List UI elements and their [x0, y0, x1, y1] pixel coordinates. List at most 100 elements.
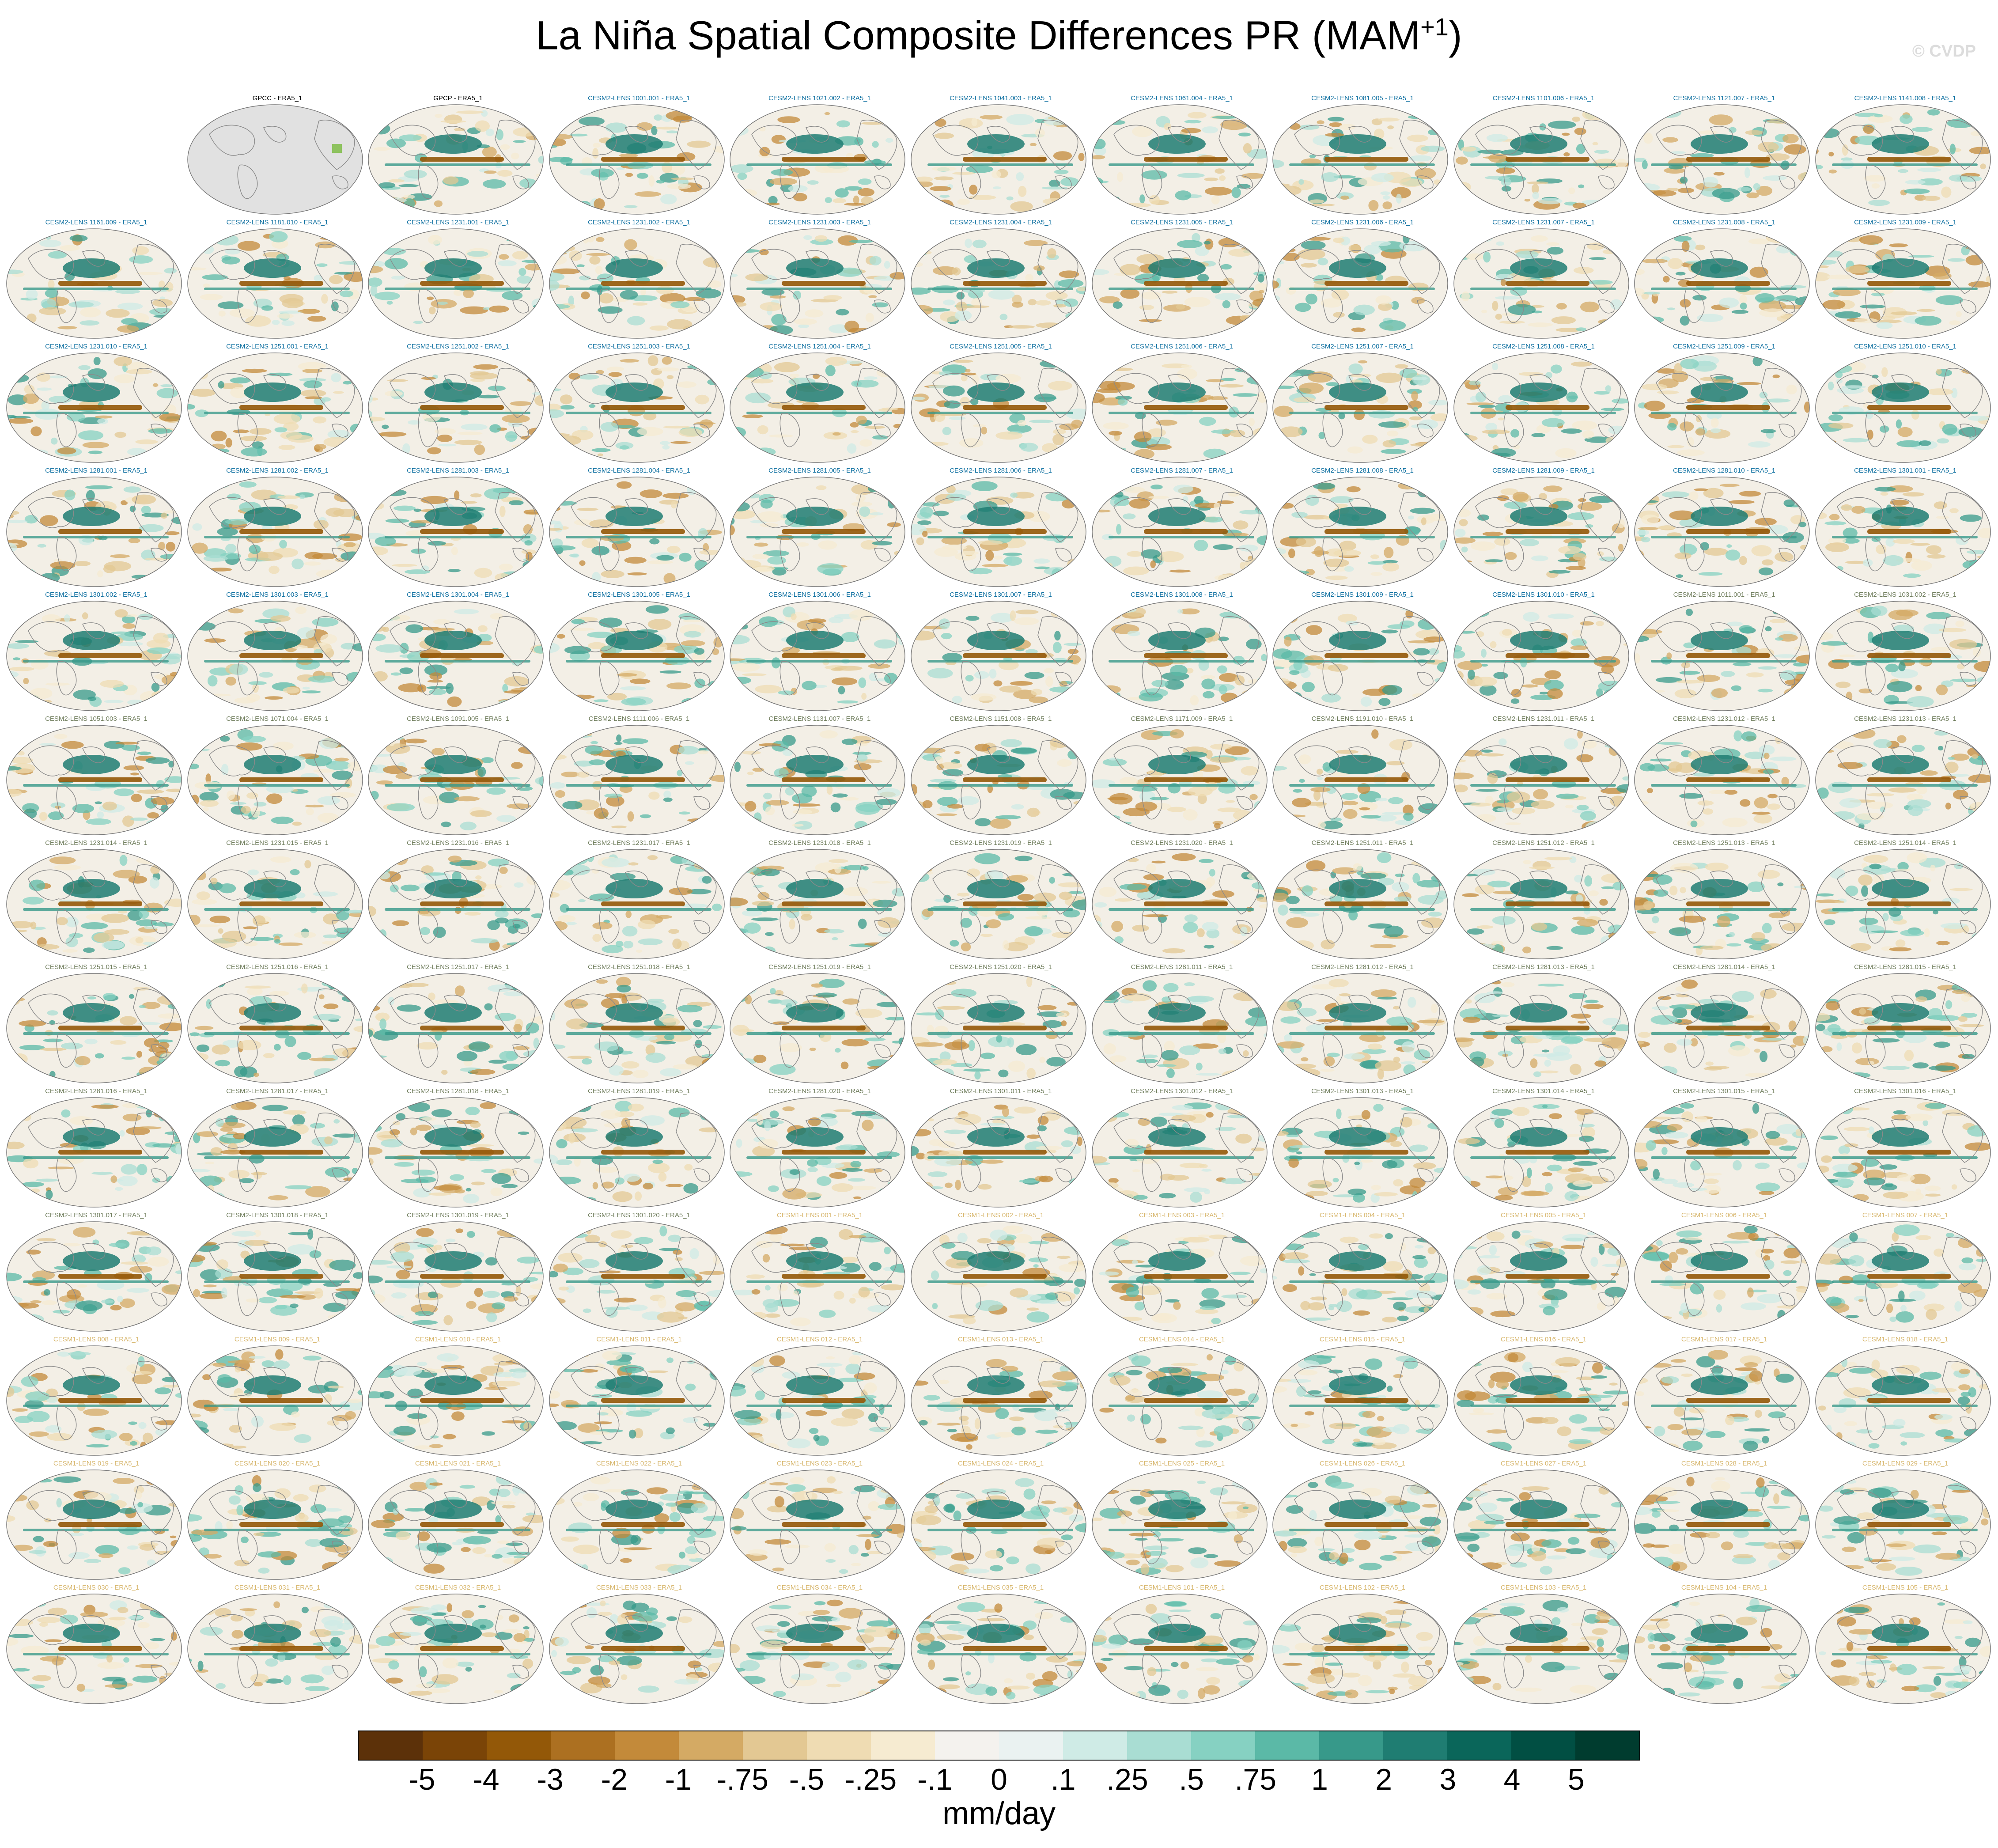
robinson-map [1092, 477, 1268, 587]
robinson-map [6, 725, 182, 835]
panel-label: CESM1-LENS 034 - ERA5_1 [776, 1584, 863, 1591]
robinson-map [187, 228, 363, 339]
panel-label: CESM1-LENS 035 - ERA5_1 [957, 1584, 1044, 1591]
panel-label: CESM2-LENS 1251.015 - ERA5_1 [45, 963, 148, 971]
panel-label: CESM2-LENS 1281.017 - ERA5_1 [226, 1087, 329, 1095]
robinson-map [187, 352, 363, 463]
colorbar-segment [1063, 1731, 1127, 1760]
map-panel: CESM1-LENS 035 - ERA5_1 [910, 1584, 1092, 1708]
map-panel: CESM2-LENS 1231.012 - ERA5_1 [1633, 715, 1815, 839]
panel-label: CESM2-LENS 1301.019 - ERA5_1 [407, 1212, 509, 1219]
panel-label: CESM1-LENS 023 - ERA5_1 [776, 1460, 863, 1467]
colorbar-segment [999, 1731, 1063, 1760]
colorbar-tick-label: 2 [1375, 1763, 1393, 1796]
map-panel: CESM2-LENS 1301.012 - ERA5_1 [1091, 1087, 1273, 1211]
map-panel: CESM2-LENS 1151.008 - ERA5_1 [910, 715, 1092, 839]
robinson-map [368, 973, 544, 1083]
panel-label: CESM2-LENS 1251.018 - ERA5_1 [588, 963, 690, 971]
map-panel: CESM2-LENS 1301.015 - ERA5_1 [1633, 1087, 1815, 1211]
panel-label: CESM1-LENS 003 - ERA5_1 [1139, 1212, 1225, 1219]
robinson-map [1634, 1097, 1810, 1208]
robinson-map [187, 1594, 363, 1704]
robinson-map [911, 601, 1086, 711]
robinson-map [549, 601, 725, 711]
map-panel: CESM2-LENS 1281.009 - ERA5_1 [1453, 467, 1635, 591]
panel-label: CESM2-LENS 1251.012 - ERA5_1 [1492, 839, 1595, 847]
colorbar-tick-label: 4 [1503, 1763, 1521, 1796]
panel-label: CESM2-LENS 1231.003 - ERA5_1 [768, 219, 871, 226]
robinson-map [730, 104, 905, 215]
map-panel: CESM1-LENS 105 - ERA5_1 [1814, 1584, 1996, 1708]
colorbar-tick-label: 3 [1439, 1763, 1457, 1796]
robinson-map [1815, 477, 1991, 587]
robinson-map [1634, 1469, 1810, 1580]
panel-label: CESM2-LENS 1281.016 - ERA5_1 [45, 1087, 148, 1095]
robinson-map [1634, 352, 1810, 463]
map-panel: CESM2-LENS 1301.005 - ERA5_1 [548, 591, 730, 715]
map-panel: CESM1-LENS 025 - ERA5_1 [1091, 1460, 1273, 1583]
panel-label: CESM2-LENS 1251.001 - ERA5_1 [226, 343, 329, 350]
robinson-map [6, 601, 182, 711]
robinson-map [1453, 1469, 1629, 1580]
robinson-map [1272, 725, 1448, 835]
map-panel: CESM1-LENS 009 - ERA5_1 [186, 1336, 368, 1459]
map-panel: CESM2-LENS 1251.019 - ERA5_1 [729, 963, 911, 1087]
robinson-map [1815, 725, 1991, 835]
robinson-map [6, 1345, 182, 1456]
panel-label: CESM2-LENS 1231.013 - ERA5_1 [1854, 715, 1956, 723]
robinson-map [1272, 849, 1448, 959]
robinson-map [187, 1345, 363, 1456]
panel-label: CESM1-LENS 105 - ERA5_1 [1862, 1584, 1949, 1591]
map-panel: CESM2-LENS 1131.007 - ERA5_1 [729, 715, 911, 839]
panel-label: CESM1-LENS 012 - ERA5_1 [776, 1336, 863, 1343]
colorbar-segment [743, 1731, 807, 1760]
map-panel: CESM2-LENS 1301.019 - ERA5_1 [367, 1212, 549, 1335]
panel-label: CESM2-LENS 1301.020 - ERA5_1 [588, 1212, 690, 1219]
colorbar-tick-label: .75 [1234, 1763, 1277, 1796]
robinson-map [187, 601, 363, 711]
panel-label: CESM2-LENS 1231.012 - ERA5_1 [1673, 715, 1775, 723]
colorbar-segment [1191, 1731, 1255, 1760]
panel-label: CESM2-LENS 1281.007 - ERA5_1 [1131, 467, 1233, 474]
panel-label: CESM2-LENS 1301.002 - ERA5_1 [45, 591, 148, 598]
map-panel: CESM1-LENS 001 - ERA5_1 [729, 1212, 911, 1335]
panel-label: CESM2-LENS 1301.012 - ERA5_1 [1131, 1087, 1233, 1095]
panel-label: CESM2-LENS 1301.010 - ERA5_1 [1492, 591, 1595, 598]
map-panel: CESM2-LENS 1251.018 - ERA5_1 [548, 963, 730, 1087]
robinson-map [1272, 973, 1448, 1083]
map-panel: CESM1-LENS 015 - ERA5_1 [1271, 1336, 1453, 1459]
map-panel: CESM2-LENS 1301.001 - ERA5_1 [1814, 467, 1996, 591]
panel-label: CESM2-LENS 1251.004 - ERA5_1 [768, 343, 871, 350]
map-panel: CESM2-LENS 1301.006 - ERA5_1 [729, 591, 911, 715]
panel-label: CESM2-LENS 1251.005 - ERA5_1 [950, 343, 1052, 350]
map-panel: CESM2-LENS 1141.008 - ERA5_1 [1814, 95, 1996, 218]
map-panel: CESM1-LENS 029 - ERA5_1 [1814, 1460, 1996, 1583]
map-panel: CESM1-LENS 011 - ERA5_1 [548, 1336, 730, 1459]
panel-label: CESM2-LENS 1191.010 - ERA5_1 [1311, 715, 1414, 723]
map-panel: CESM2-LENS 1281.019 - ERA5_1 [548, 1087, 730, 1211]
map-panel: CESM2-LENS 1281.018 - ERA5_1 [367, 1087, 549, 1211]
robinson-map [1634, 104, 1810, 215]
map-panel: CESM2-LENS 1251.006 - ERA5_1 [1091, 343, 1273, 466]
robinson-map [368, 477, 544, 587]
robinson-map [187, 1221, 363, 1332]
map-panel: CESM2-LENS 1281.011 - ERA5_1 [1091, 963, 1273, 1087]
panel-label: CESM1-LENS 032 - ERA5_1 [415, 1584, 501, 1591]
map-panel: CESM2-LENS 1281.002 - ERA5_1 [186, 467, 368, 591]
panel-label: CESM2-LENS 1251.006 - ERA5_1 [1131, 343, 1233, 350]
map-panel: CESM2-LENS 1281.010 - ERA5_1 [1633, 467, 1815, 591]
colorbar-segment [423, 1731, 487, 1760]
map-panel: CESM2-LENS 1101.006 - ERA5_1 [1453, 95, 1635, 218]
robinson-map [549, 1345, 725, 1456]
robinson-map [1815, 1345, 1991, 1456]
map-panel: CESM2-LENS 1231.001 - ERA5_1 [367, 219, 549, 342]
map-panel: CESM2-LENS 1251.012 - ERA5_1 [1453, 839, 1635, 963]
robinson-map [1815, 601, 1991, 711]
robinson-map [1634, 973, 1810, 1083]
colorbar-segment [1511, 1731, 1575, 1760]
cvdp-watermark: © CVDP [1912, 42, 1976, 61]
colorbar-segment [935, 1731, 999, 1760]
panel-label: CESM2-LENS 1161.009 - ERA5_1 [45, 219, 148, 226]
map-panel: CESM1-LENS 033 - ERA5_1 [548, 1584, 730, 1708]
map-panel: CESM2-LENS 1251.007 - ERA5_1 [1271, 343, 1453, 466]
